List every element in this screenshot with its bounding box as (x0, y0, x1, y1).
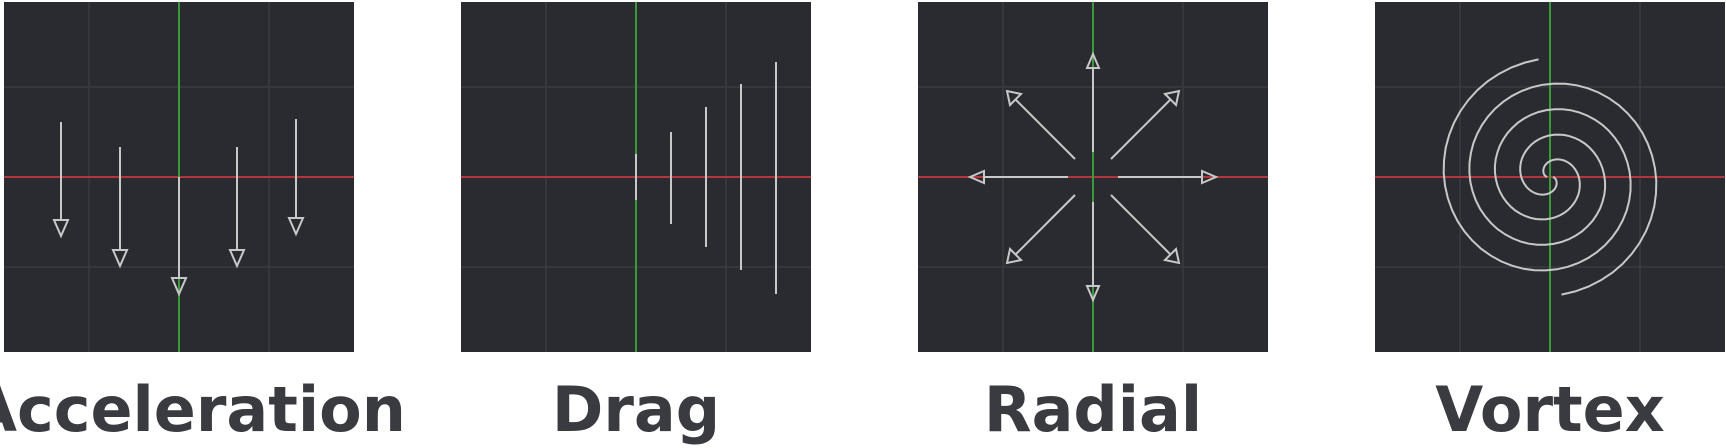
vortex-label: Vortex (1435, 373, 1665, 446)
radial-label: Radial (983, 373, 1203, 446)
outward-arrows-icon (967, 51, 1219, 303)
vortex-diagram (1375, 2, 1725, 352)
drag-panel (461, 2, 811, 352)
drag-label: Drag (551, 373, 721, 446)
acceleration-label: Acceleration (0, 373, 406, 446)
drag-diagram (461, 2, 811, 352)
vortex-panel (1375, 2, 1725, 352)
acceleration-panel (4, 2, 354, 352)
acceleration-diagram (4, 2, 354, 352)
spiral-icon (1442, 58, 1658, 296)
radial-diagram (918, 2, 1268, 352)
vertical-lines-icon (635, 62, 777, 294)
radial-panel (918, 2, 1268, 352)
downward-arrows-icon (52, 119, 305, 297)
